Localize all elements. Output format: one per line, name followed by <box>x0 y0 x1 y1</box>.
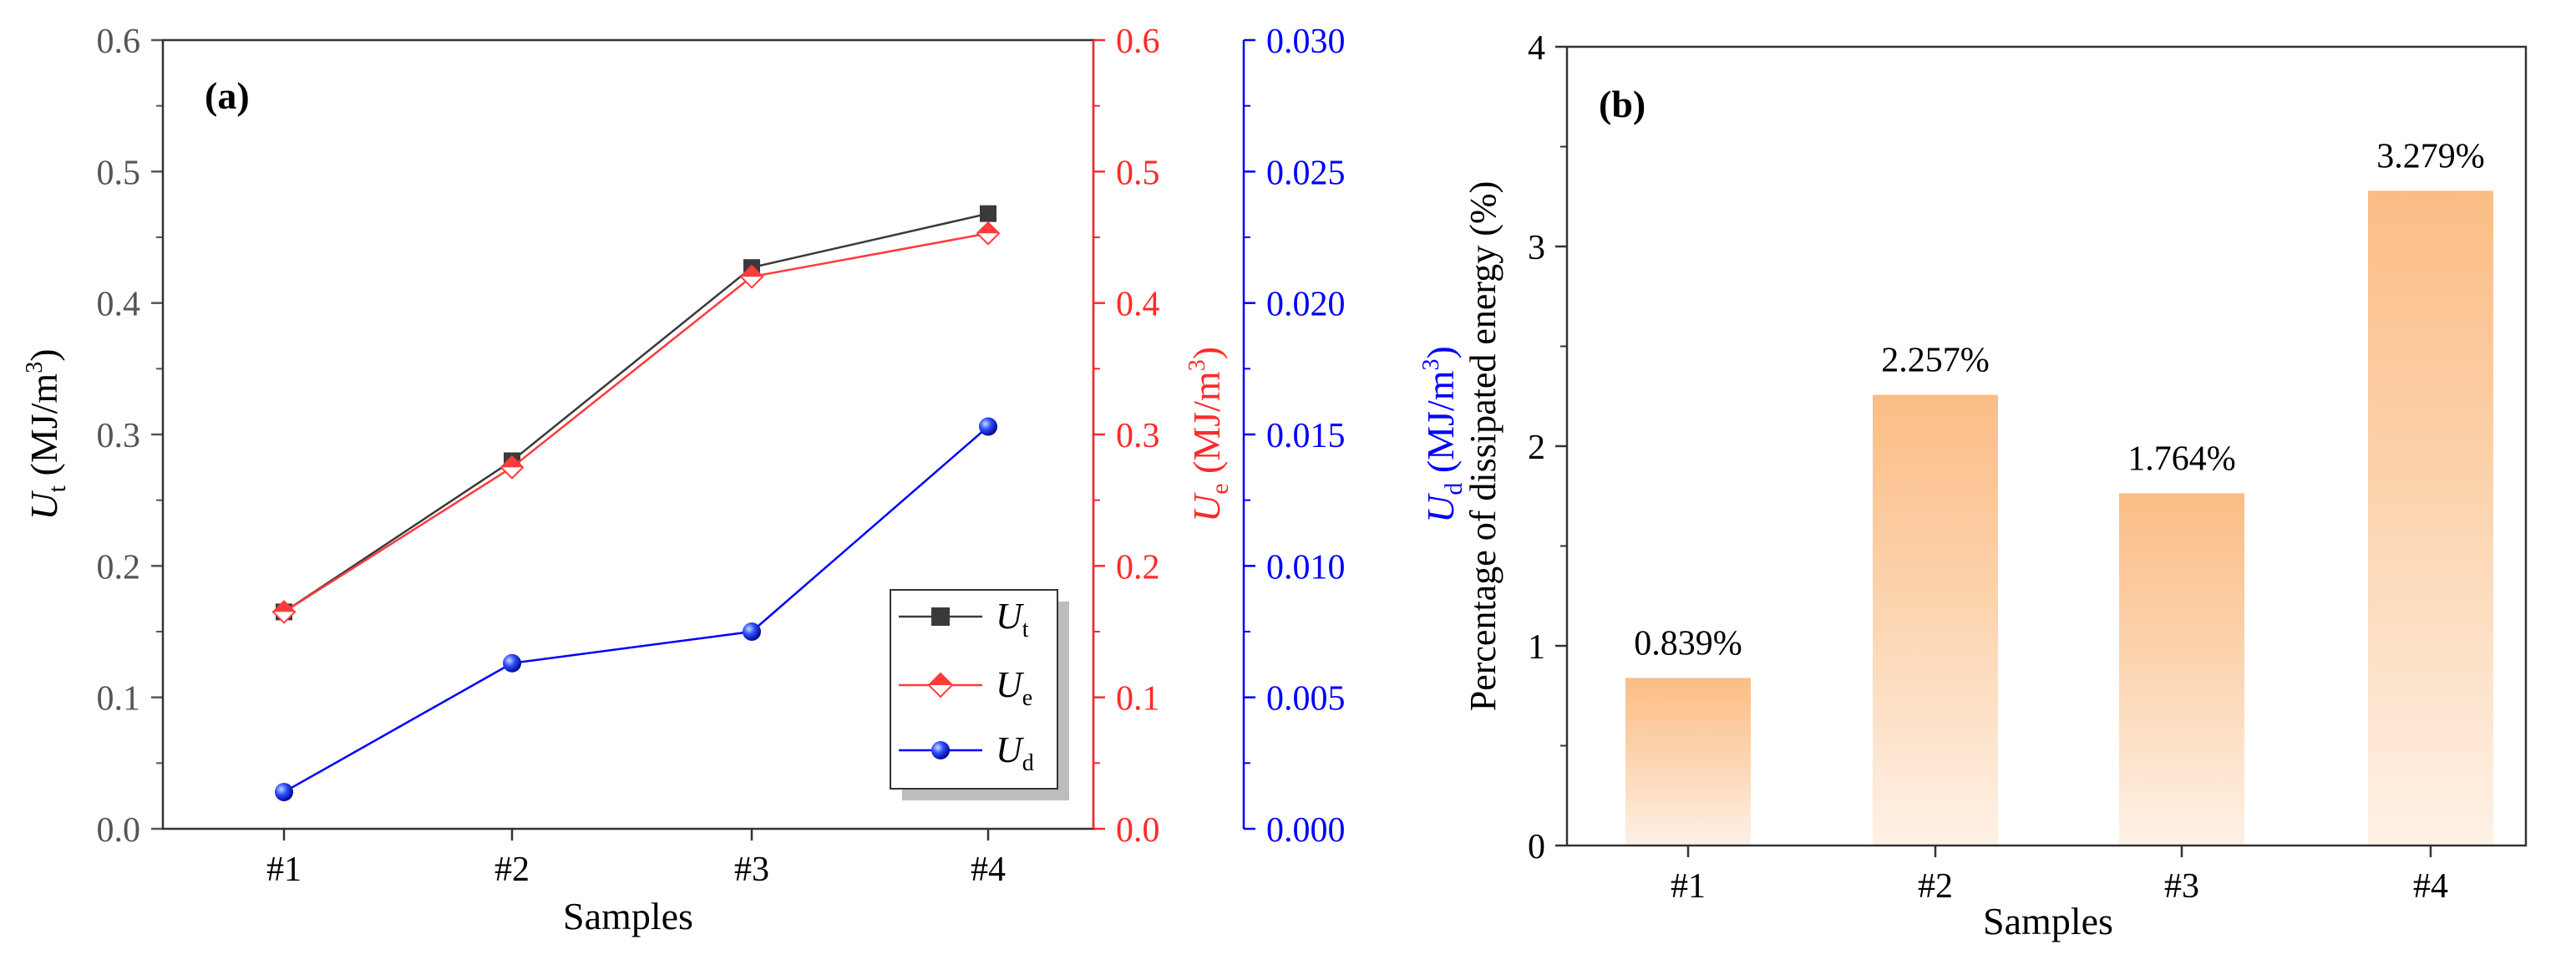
panel-a-left-ticks: 0.0 0.1 0.2 0.3 0.4 0.5 0.6 <box>97 23 163 850</box>
y-tick-label: 0.010 <box>1266 548 1346 587</box>
legend-sphere-marker <box>931 741 950 759</box>
panel-b-label: (b) <box>1599 83 1645 125</box>
y-tick-label: 0.4 <box>97 286 141 324</box>
y-tick-label: 0.020 <box>1266 286 1346 324</box>
bar <box>2119 493 2244 846</box>
bar-data-label: 0.839% <box>1634 624 1742 663</box>
y-tick-label: 0.6 <box>1116 23 1160 61</box>
data-point <box>275 782 293 801</box>
series-Ue <box>271 221 1001 624</box>
series-line <box>283 212 989 613</box>
data-point <box>503 653 521 673</box>
legend-box <box>890 589 1058 790</box>
y-tick-label: 0.3 <box>97 417 141 455</box>
x-tick-label: #4 <box>971 851 1006 889</box>
y-tick-label: 0.030 <box>1266 23 1346 61</box>
legend-label-ue: Ue <box>996 664 1032 711</box>
data-point-fill <box>977 222 999 234</box>
bar-data-label: 1.764% <box>2127 439 2236 478</box>
x-tick-label: #3 <box>734 851 769 889</box>
y-tick-label: 0.2 <box>1116 548 1160 587</box>
panel-b-x-axis-label: Samples <box>1983 900 2113 942</box>
panel-b-data-labels: 0.839% 2.257% 1.764% 3.279% <box>1634 137 2485 663</box>
series-line <box>283 232 989 613</box>
x-tick-label: #2 <box>1918 867 1953 906</box>
y-tick-label: 0.1 <box>1116 680 1160 719</box>
data-point <box>743 622 761 641</box>
y-tick-label: 0.000 <box>1266 811 1346 850</box>
y-tick-label: 0.0 <box>1116 811 1160 850</box>
panel-b-y-axis-label: Percentage of dissipated energy (%) <box>1463 181 1504 712</box>
panel-b-y-ticks: 0 1 2 3 4 <box>1528 29 1567 866</box>
y-tick-label: 0.4 <box>1116 286 1160 324</box>
y-tick-label: 0.025 <box>1266 154 1346 192</box>
x-tick-label: #4 <box>2413 867 2448 906</box>
bar <box>1625 678 1751 846</box>
y-tick-label: 0.5 <box>97 154 141 192</box>
panel-a-right1-ticks: 0.0 0.1 0.2 0.3 0.4 0.5 0.6 <box>1093 23 1160 850</box>
data-point-fill <box>501 456 523 468</box>
y-tick-label: 0.6 <box>97 23 141 61</box>
legend-item-ud: Ud <box>899 729 1034 776</box>
data-point-fill <box>273 601 295 612</box>
series-line <box>283 425 989 794</box>
series-Ut <box>276 205 996 621</box>
y-tick-label: 0.5 <box>1116 154 1160 192</box>
y-tick-label: 0.0 <box>97 811 141 850</box>
panel-a-right2-axis-label: Ud (MJ/m3) <box>1418 346 1468 523</box>
x-tick-label: #1 <box>1671 867 1706 906</box>
y-tick-label: 0.3 <box>1116 417 1160 455</box>
panel-a-left-axis-label: Ut (MJ/m3) <box>22 348 71 520</box>
panel-a: 0.0 0.1 0.2 0.3 0.4 0.5 0.6 0.0 0.1 0.2 0.3 0.4 0.5… <box>22 23 1468 937</box>
panel-a-series <box>271 205 1001 801</box>
bar-data-label: 3.279% <box>2376 137 2485 175</box>
panel-b-bars <box>1625 190 2493 846</box>
bar <box>1873 394 1998 846</box>
data-point <box>980 205 996 222</box>
x-tick-label: #3 <box>2164 867 2199 906</box>
panel-a-right2-ticks: 0.000 0.005 0.010 0.015 0.020 0.025 0.030 <box>1244 23 1346 850</box>
panel-a-label: (a) <box>205 74 250 117</box>
panel-a-legend: Ut Ue Ud <box>890 589 1069 800</box>
x-tick-label: #2 <box>494 851 530 889</box>
panel-a-right1-axis-label: Ue (MJ/m3) <box>1184 347 1234 522</box>
y-tick-label: 4 <box>1528 29 1545 68</box>
y-tick-label: 0.005 <box>1266 680 1346 719</box>
data-point <box>979 417 997 436</box>
legend-square-marker <box>931 607 950 626</box>
y-tick-label: 0.2 <box>97 548 141 587</box>
y-tick-label: 1 <box>1528 628 1545 667</box>
legend-item-ue: Ue <box>899 664 1032 711</box>
legend-label-ud: Ud <box>996 729 1034 776</box>
bar-data-label: 2.257% <box>1881 342 1990 380</box>
legend-item-ut: Ut <box>899 596 1029 642</box>
y-tick-label: 2 <box>1528 429 1545 467</box>
panel-b-x-ticks: #1 #2 #3 #4 <box>1671 846 2448 906</box>
y-tick-label: 3 <box>1528 229 1545 267</box>
panel-a-x-ticks: #1 #2 #3 #4 <box>266 829 1006 889</box>
panel-b-plot-frame <box>1565 45 2528 847</box>
y-tick-label: 0.015 <box>1266 417 1346 455</box>
y-tick-label: 0.1 <box>97 680 141 719</box>
bar <box>2368 190 2493 846</box>
panel-a-x-axis-label: Samples <box>563 895 693 937</box>
x-tick-label: #1 <box>266 851 302 889</box>
y-tick-label: 0 <box>1528 828 1545 866</box>
series-Ud <box>275 417 997 801</box>
legend-label-ut: Ut <box>996 596 1029 642</box>
data-point-fill <box>741 266 763 277</box>
